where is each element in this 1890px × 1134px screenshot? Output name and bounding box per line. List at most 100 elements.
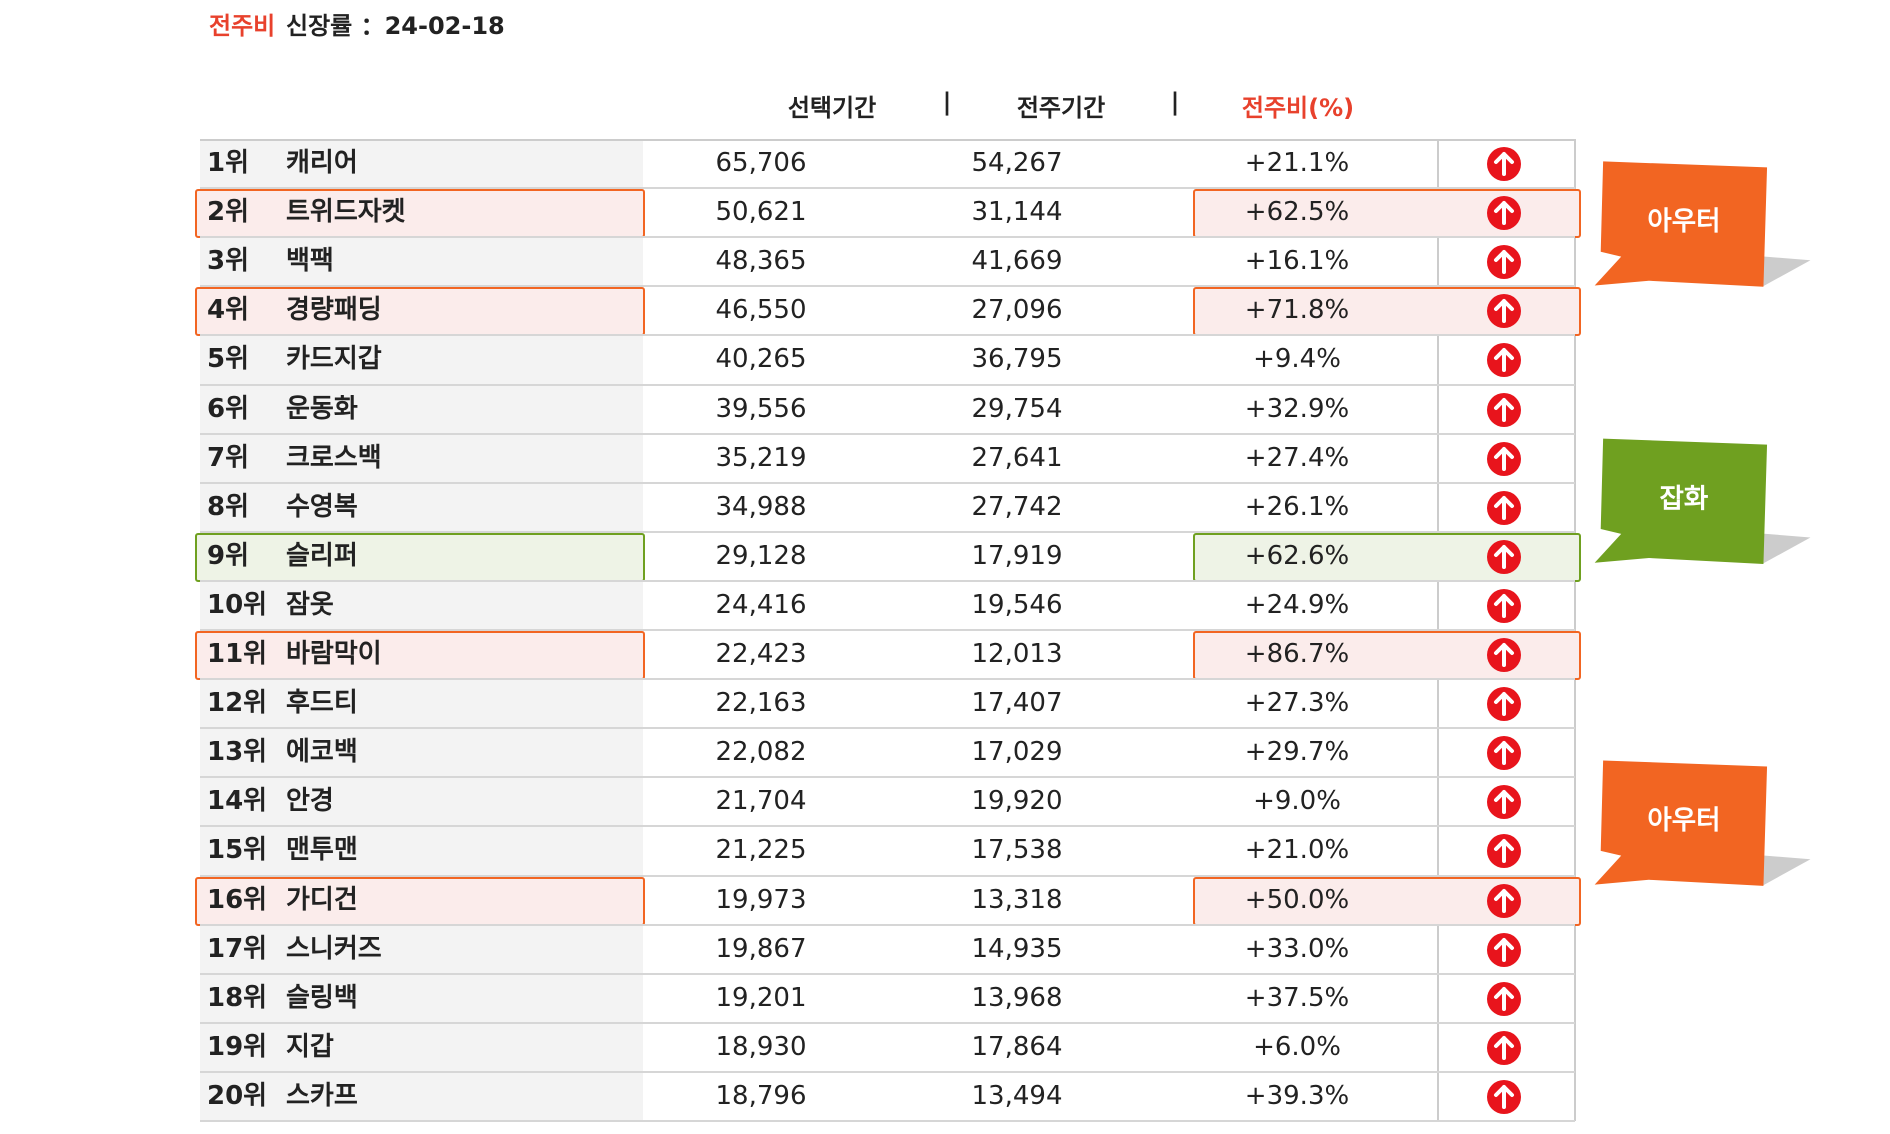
highlight-box bbox=[195, 287, 645, 337]
name: 맨투맨 bbox=[286, 835, 358, 866]
rank: 2위 bbox=[207, 197, 250, 228]
name: 스니커즈 bbox=[286, 933, 382, 964]
cell-change: +16.1% bbox=[1244, 246, 1350, 277]
cell-previous: 17,029 bbox=[971, 737, 1063, 768]
up-icon bbox=[1486, 833, 1522, 869]
cell-selected: 48,365 bbox=[715, 246, 807, 277]
cell-previous: 13,318 bbox=[971, 884, 1063, 915]
column-header: 전주비(%) bbox=[1241, 94, 1355, 122]
name: 후드티 bbox=[286, 688, 358, 719]
cell-change: +62.6% bbox=[1244, 540, 1350, 571]
rank: 1위 bbox=[207, 148, 250, 178]
up-icon bbox=[1486, 1030, 1522, 1066]
cell-selected: 34,988 bbox=[715, 491, 807, 522]
cell-change: +9.4% bbox=[1253, 344, 1341, 375]
cell-change: +29.7% bbox=[1244, 737, 1350, 768]
up-icon bbox=[1486, 490, 1522, 526]
cell-change: +6.0% bbox=[1253, 1031, 1341, 1062]
name: 스카프 bbox=[286, 1080, 358, 1111]
cell-change: +50.0% bbox=[1244, 884, 1350, 915]
cell-change: +37.5% bbox=[1244, 982, 1350, 1013]
row-line bbox=[200, 187, 1575, 190]
rank: 15위 bbox=[207, 835, 268, 866]
row-line bbox=[200, 530, 1575, 533]
cell-selected: 21,225 bbox=[715, 835, 807, 866]
cell-change: +33.0% bbox=[1244, 933, 1350, 964]
row-line bbox=[200, 825, 1575, 828]
row-line bbox=[200, 972, 1575, 975]
cell-change: +32.9% bbox=[1244, 393, 1350, 424]
cell-selected: 21,704 bbox=[715, 786, 807, 817]
cell-selected: 50,621 bbox=[715, 197, 807, 228]
cell-previous: 31,144 bbox=[971, 197, 1063, 228]
name: 가디건 bbox=[286, 884, 358, 915]
rank: 9위 bbox=[207, 540, 250, 571]
up-icon bbox=[1486, 392, 1522, 428]
name: 바람막이 bbox=[286, 639, 382, 669]
rank: 11위 bbox=[207, 639, 268, 669]
cell-previous: 14,935 bbox=[971, 933, 1063, 964]
title: 신장률 ：24-02-18 bbox=[286, 12, 505, 40]
cell-selected: 22,082 bbox=[715, 737, 807, 768]
name: 캐리어 bbox=[286, 148, 358, 178]
name: 안경 bbox=[286, 786, 334, 817]
row-line bbox=[200, 776, 1575, 779]
name: 백팩 bbox=[286, 246, 334, 277]
cell-selected: 24,416 bbox=[715, 589, 807, 620]
cell-selected: 18,930 bbox=[715, 1031, 807, 1062]
up-icon bbox=[1486, 244, 1522, 280]
cell-previous: 17,864 bbox=[971, 1031, 1063, 1062]
cell-selected: 65,706 bbox=[715, 148, 807, 178]
name: 슬리퍼 bbox=[286, 540, 358, 571]
up-icon bbox=[1486, 588, 1522, 624]
cell-selected: 19,201 bbox=[715, 982, 807, 1013]
name: 잠옷 bbox=[286, 589, 334, 620]
cell-change: +71.8% bbox=[1244, 295, 1350, 326]
callout-label: 잡화 bbox=[1660, 483, 1709, 514]
row-line bbox=[200, 481, 1575, 484]
callout: 아우터 bbox=[1594, 760, 1811, 886]
name: 경량패딩 bbox=[286, 295, 382, 326]
cell-change: +9.0% bbox=[1253, 786, 1341, 817]
up-icon bbox=[1486, 932, 1522, 968]
row-line bbox=[200, 432, 1575, 435]
cell-selected: 40,265 bbox=[715, 344, 807, 375]
column-header: | bbox=[942, 88, 952, 116]
rank: 3위 bbox=[207, 246, 250, 277]
cell-previous: 29,754 bbox=[971, 393, 1063, 424]
up-icon bbox=[1486, 539, 1522, 575]
rank: 16위 bbox=[207, 884, 268, 915]
cell-change: +27.3% bbox=[1244, 688, 1350, 719]
row-line bbox=[200, 874, 1575, 877]
row-line bbox=[200, 285, 1575, 288]
row-line bbox=[200, 579, 1575, 582]
cell-previous: 13,968 bbox=[971, 982, 1063, 1013]
row-line bbox=[200, 923, 1575, 926]
rank: 14위 bbox=[207, 786, 268, 817]
highlight-box bbox=[195, 631, 645, 681]
row-line bbox=[200, 727, 1575, 730]
row-line bbox=[200, 1070, 1575, 1073]
callout: 잡화 bbox=[1594, 438, 1811, 564]
up-icon bbox=[1486, 637, 1522, 673]
cell-previous: 27,096 bbox=[971, 295, 1063, 326]
column-header: 전주기간 bbox=[1016, 94, 1106, 122]
up-icon bbox=[1486, 784, 1522, 820]
cell-selected: 35,219 bbox=[715, 442, 807, 473]
cell-previous: 27,641 bbox=[971, 442, 1063, 473]
cell-change: +21.0% bbox=[1244, 835, 1350, 866]
name: 카드지갑 bbox=[286, 344, 382, 375]
cell-previous: 17,538 bbox=[971, 835, 1063, 866]
cell-previous: 41,669 bbox=[971, 246, 1063, 277]
cell-change: +21.1% bbox=[1244, 148, 1350, 178]
name: 에코백 bbox=[286, 737, 358, 768]
up-icon bbox=[1486, 735, 1522, 771]
cell-change: +86.7% bbox=[1244, 639, 1350, 669]
up-icon bbox=[1486, 342, 1522, 378]
name: 지갑 bbox=[286, 1031, 334, 1062]
up-icon bbox=[1486, 883, 1522, 919]
highlight-box bbox=[195, 189, 645, 239]
cell-change: +24.9% bbox=[1244, 589, 1350, 620]
rank: 17위 bbox=[207, 933, 268, 964]
name: 크로스백 bbox=[286, 442, 382, 473]
